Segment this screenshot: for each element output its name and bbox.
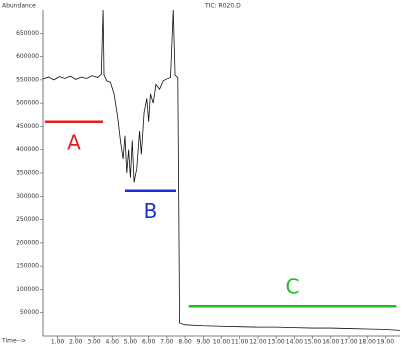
x-tick-label: 2.00: [69, 339, 83, 346]
x-tick-label: 3.00: [87, 339, 101, 346]
y-tick-label: 650000: [16, 30, 39, 37]
x-tick-label: 15.00: [304, 339, 321, 346]
y-tick-label: 500000: [16, 100, 39, 107]
x-tick-label: 5.00: [124, 339, 138, 346]
y-tick-label: 200000: [16, 239, 39, 246]
x-tick-label: 13.00: [268, 339, 285, 346]
x-axis-label: Time-->: [1, 338, 26, 345]
x-tick-label: 18.00: [359, 339, 376, 346]
y-tick-label: 600000: [16, 53, 39, 60]
x-tick-label: 6.00: [142, 339, 156, 346]
x-tick-label: 19.00: [377, 339, 394, 346]
x-tick-label: 12.00: [249, 339, 266, 346]
y-axis-label: Abundance: [2, 3, 36, 10]
x-tick-label: 11.00: [231, 339, 248, 346]
y-tick-label: 150000: [16, 263, 39, 270]
data-line: [42, 9, 401, 331]
y-tick-label: 300000: [16, 193, 39, 200]
annotation-label: C: [286, 275, 300, 299]
x-tick-label: 9.00: [197, 339, 211, 346]
annotation-label: A: [67, 130, 81, 154]
x-tick-label: 7.00: [160, 339, 174, 346]
y-tick-label: 50000: [20, 309, 39, 316]
x-tick-label: 16.00: [322, 339, 339, 346]
x-tick-label: 8.00: [178, 339, 192, 346]
x-tick-label: 1.00: [51, 339, 65, 346]
annotation-label: B: [144, 199, 158, 223]
y-tick-label: 550000: [16, 76, 39, 83]
x-tick-label: 14.00: [286, 339, 303, 346]
x-tick-label: 17.00: [340, 339, 357, 346]
x-tick-label: 10.00: [213, 339, 230, 346]
y-tick-label: 400000: [16, 146, 39, 153]
y-tick-label: 250000: [16, 216, 39, 223]
y-tick-label: 100000: [16, 286, 39, 293]
x-tick-label: 4.00: [106, 339, 120, 346]
y-tick-label: 350000: [16, 170, 39, 177]
y-tick-label: 450000: [16, 123, 39, 130]
chart-title: TIC: R020.D: [204, 3, 241, 10]
